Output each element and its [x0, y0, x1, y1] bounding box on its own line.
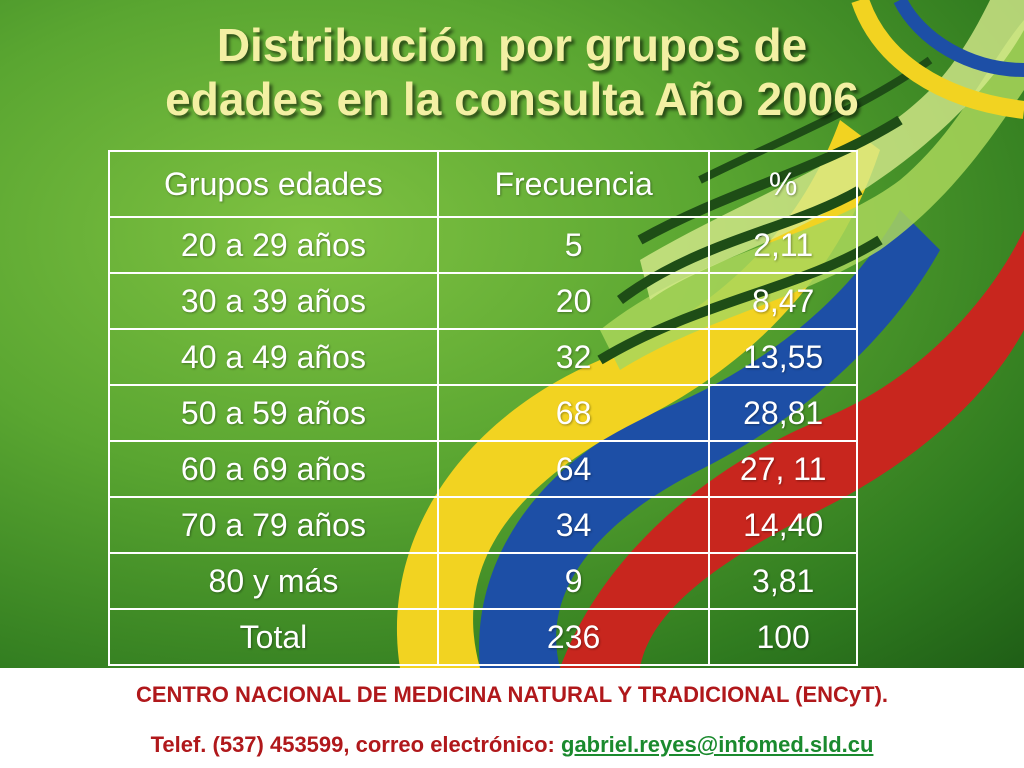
cell-frequency: 5 — [436, 216, 711, 274]
cell-age-group: 20 a 29 años — [108, 216, 439, 274]
cell-frequency: 20 — [436, 272, 711, 330]
cell-frequency: 32 — [436, 328, 711, 386]
cell-percent: 13,55 — [708, 328, 858, 386]
cell-percent: 3,81 — [708, 552, 858, 610]
table-row: 80 y más 9 3,81 — [108, 552, 858, 610]
cell-percent: 8,47 — [708, 272, 858, 330]
cell-total-percent: 100 — [708, 608, 858, 666]
footer: CENTRO NACIONAL DE MEDICINA NATURAL Y TR… — [0, 668, 1024, 768]
cell-frequency: 64 — [436, 440, 711, 498]
header-grupos-edades: Grupos edades — [108, 150, 439, 218]
email-link[interactable]: gabriel.reyes@infomed.sld.cu — [561, 732, 874, 757]
cell-total-frequency: 236 — [436, 608, 711, 666]
cell-percent: 28,81 — [708, 384, 858, 442]
header-percent: % — [708, 150, 858, 218]
cell-total-label: Total — [108, 608, 439, 666]
footer-institution: CENTRO NACIONAL DE MEDICINA NATURAL Y TR… — [135, 682, 889, 707]
cell-percent: 2,11 — [708, 216, 858, 274]
slide-title: Distribución por grupos de edades en la … — [20, 18, 1004, 126]
table-row: 70 a 79 años 34 14,40 — [108, 496, 858, 554]
title-line-1: Distribución por grupos de — [216, 19, 808, 71]
header-frecuencia: Frecuencia — [436, 150, 711, 218]
cell-age-group: 50 a 59 años — [108, 384, 439, 442]
cell-percent: 14,40 — [708, 496, 858, 554]
footer-phone-text: Telef. (537) 453599, correo electrónico: — [150, 732, 561, 757]
table-row-total: Total 236 100 — [108, 608, 858, 666]
cell-frequency: 34 — [436, 496, 711, 554]
cell-age-group: 30 a 39 años — [108, 272, 439, 330]
table-row: 20 a 29 años 5 2,11 — [108, 216, 858, 274]
table-row: 60 a 69 años 64 27, 11 — [108, 440, 858, 498]
title-line-2: edades en la consulta Año 2006 — [165, 73, 859, 125]
table-row: 50 a 59 años 68 28,81 — [108, 384, 858, 442]
cell-age-group: 70 a 79 años — [108, 496, 439, 554]
slide-background: Distribución por grupos de edades en la … — [0, 0, 1024, 668]
cell-age-group: 80 y más — [108, 552, 439, 610]
table-row: 40 a 49 años 32 13,55 — [108, 328, 858, 386]
cell-frequency: 68 — [436, 384, 711, 442]
cell-age-group: 40 a 49 años — [108, 328, 439, 386]
age-distribution-table: Grupos edades Frecuencia % 20 a 29 años … — [108, 150, 858, 666]
table-row: 30 a 39 años 20 8,47 — [108, 272, 858, 330]
footer-contact: Telef. (537) 453599, correo electrónico:… — [0, 732, 1024, 758]
cell-frequency: 9 — [436, 552, 711, 610]
cell-percent: 27, 11 — [708, 440, 858, 498]
table-header-row: Grupos edades Frecuencia % — [108, 150, 858, 218]
cell-age-group: 60 a 69 años — [108, 440, 439, 498]
